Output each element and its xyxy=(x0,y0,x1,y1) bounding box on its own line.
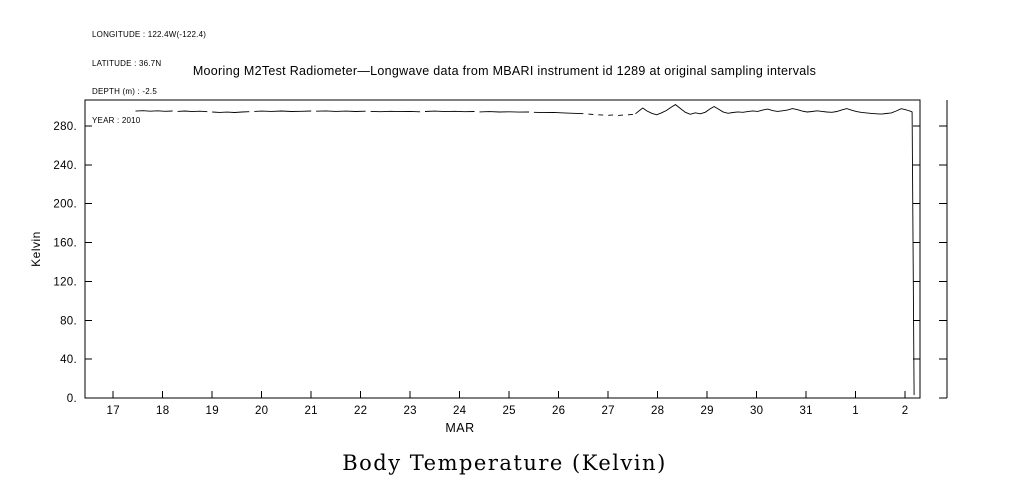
y-tick-label: 40. xyxy=(60,354,77,366)
year-label: YEAR : 2010 xyxy=(92,115,141,125)
x-tick-label: 17 xyxy=(107,405,120,417)
data-line xyxy=(212,111,250,113)
y-axis-label: Kelvin xyxy=(29,231,43,267)
x-tick-label: 22 xyxy=(354,405,367,417)
data-line xyxy=(254,110,312,112)
depth-label: DEPTH (m) : -2.5 xyxy=(92,87,157,96)
y-tick-label: 280. xyxy=(53,121,77,133)
x-tick-label: 31 xyxy=(799,405,812,417)
y-tick-label: 200. xyxy=(53,199,77,211)
x-tick-label: 26 xyxy=(552,405,565,417)
x-tick-label: 18 xyxy=(156,405,169,417)
figure-caption: Body Temperature (Kelvin) xyxy=(342,451,667,475)
y-tick-label: 120. xyxy=(53,276,77,288)
x-tick-label: 2 xyxy=(902,405,909,417)
data-line xyxy=(370,110,421,113)
x-tick-label: 30 xyxy=(750,405,763,417)
data-line xyxy=(533,111,584,115)
plot-frame xyxy=(84,99,921,399)
y-tick-label: 0. xyxy=(67,393,77,405)
data-line xyxy=(316,110,366,112)
x-tick-label: 1 xyxy=(852,405,859,417)
x-tick-label: 25 xyxy=(502,405,515,417)
data-line xyxy=(135,110,173,112)
x-tick-label: 23 xyxy=(403,405,416,417)
longitude-label: LONGITUDE : 122.4W(-122.4) xyxy=(92,30,207,39)
x-axis-label: MAR xyxy=(445,421,475,435)
x-tick-label: 24 xyxy=(453,405,467,417)
y-tick-label: 240. xyxy=(53,160,77,172)
latitude-label: LATITUDE : 36.7N xyxy=(92,58,162,68)
x-tick-label: 21 xyxy=(304,405,317,417)
data-line xyxy=(424,110,475,113)
data-line xyxy=(177,110,208,113)
data-line xyxy=(635,104,915,396)
plot-title: Mooring M2Test Radiometer—Longwave data … xyxy=(192,64,817,78)
data-line xyxy=(479,111,530,113)
x-tick-label: 28 xyxy=(651,405,664,417)
x-tick-label: 29 xyxy=(700,405,713,417)
station-metadata: LONGITUDE : 122.4W(-122.4) LATITUDE : 36… xyxy=(92,11,206,144)
x-tick-label: 27 xyxy=(601,405,614,417)
x-tick-label: 20 xyxy=(255,405,268,417)
y-tick-label: 160. xyxy=(53,238,77,250)
y-tick-label: 80. xyxy=(60,315,77,327)
x-tick-label: 19 xyxy=(206,405,219,417)
